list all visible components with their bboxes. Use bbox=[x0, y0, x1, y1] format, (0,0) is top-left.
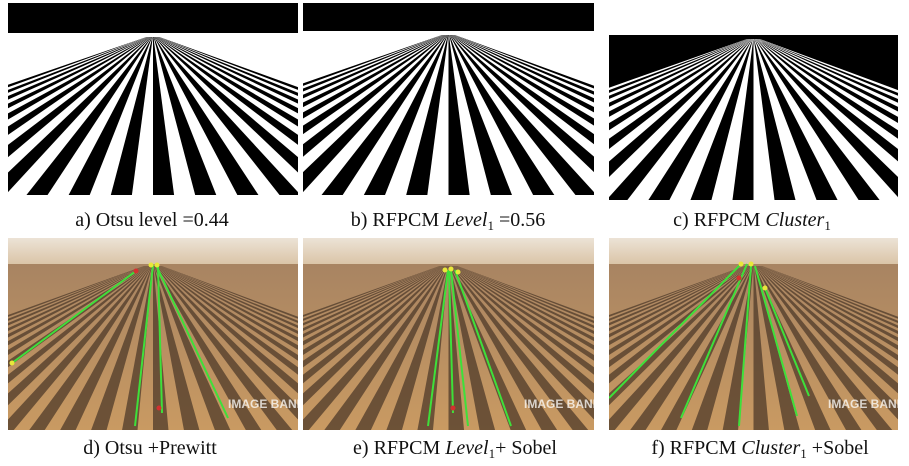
figure: IMAGE BANK IMAGE BANK IMAGE BANK a) Otsu l… bbox=[0, 0, 909, 466]
endpoint bbox=[155, 263, 160, 268]
caption-a: a) Otsu level =0.44 bbox=[75, 209, 228, 232]
caption-subscript: 1 bbox=[824, 218, 831, 233]
caption-f: f) RFPCM Cluster1 +Sobel bbox=[651, 437, 868, 462]
caption-text: d) Otsu +Prewitt bbox=[83, 437, 217, 459]
caption-math: Cluster bbox=[765, 209, 824, 231]
caption-math: Cluster bbox=[741, 437, 800, 459]
caption-text: b) RFPCM bbox=[351, 209, 444, 231]
caption-text: a) Otsu level =0.44 bbox=[75, 209, 228, 231]
endpoint bbox=[134, 269, 139, 274]
top-band bbox=[609, 8, 898, 35]
endpoint bbox=[449, 267, 454, 272]
endpoint bbox=[451, 406, 456, 411]
sky bbox=[609, 238, 898, 266]
top-band bbox=[8, 3, 298, 33]
endpoint bbox=[157, 406, 162, 411]
endpoint bbox=[443, 268, 448, 273]
caption-b: b) RFPCM Level1 =0.56 bbox=[351, 209, 545, 234]
caption-text: e) RFPCM bbox=[353, 437, 445, 459]
sky bbox=[303, 238, 594, 266]
caption-text: +Sobel bbox=[807, 437, 869, 459]
caption-e: e) RFPCM Level1+ Sobel bbox=[353, 437, 557, 462]
caption-text: =0.56 bbox=[494, 209, 545, 231]
watermark: IMAGE BANK bbox=[828, 397, 906, 411]
endpoint bbox=[763, 286, 768, 291]
sky bbox=[8, 238, 298, 266]
caption-text: c) RFPCM bbox=[673, 209, 765, 231]
caption-text: + Sobel bbox=[495, 437, 557, 459]
endpoint bbox=[739, 262, 744, 267]
caption-d: d) Otsu +Prewitt bbox=[83, 437, 217, 460]
caption-math: Level bbox=[445, 437, 488, 459]
endpoint bbox=[737, 276, 742, 281]
endpoint bbox=[456, 270, 461, 275]
caption-c: c) RFPCM Cluster1 bbox=[673, 209, 831, 234]
watermark: IMAGE BANK bbox=[524, 397, 602, 411]
top-band bbox=[303, 3, 594, 31]
endpoint bbox=[149, 263, 154, 268]
caption-text: f) RFPCM bbox=[651, 437, 741, 459]
watermark: IMAGE BANK bbox=[228, 397, 306, 411]
endpoint bbox=[10, 361, 15, 366]
endpoint bbox=[749, 262, 754, 267]
caption-math: Level bbox=[444, 209, 487, 231]
